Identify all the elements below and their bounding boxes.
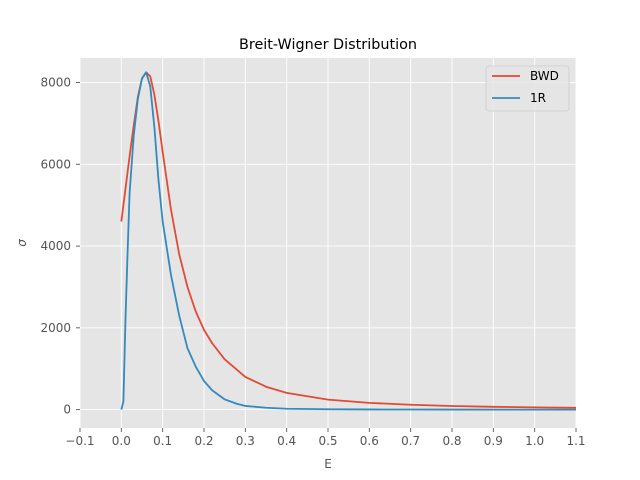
y-axis-ticks: 0 2000 4000 6000 8000 — [40, 76, 80, 417]
x-tick-label: −0.1 — [65, 434, 94, 448]
x-tick-label: 1.1 — [566, 434, 585, 448]
y-tick-label: 0 — [63, 403, 71, 417]
y-axis-label: σ — [15, 239, 29, 247]
y-tick-label: 6000 — [40, 157, 71, 171]
x-tick-label: 0.3 — [236, 434, 255, 448]
series-layer — [120, 71, 577, 411]
x-tick-label: 0.6 — [360, 434, 379, 448]
chart-title: Breit-Wigner Distribution — [239, 37, 417, 53]
legend-label-1r: 1R — [530, 91, 546, 105]
series-line-1r — [120, 71, 576, 411]
x-tick-label: 0.5 — [318, 434, 337, 448]
x-tick-label: 0.8 — [442, 434, 461, 448]
grid-lines — [79, 58, 577, 428]
x-tick-label: 0.2 — [194, 434, 213, 448]
x-tick-label: 0.0 — [112, 434, 131, 448]
x-tick-label: 0.7 — [401, 434, 420, 448]
x-tick-label: 0.9 — [484, 434, 503, 448]
legend-label-bwd: BWD — [530, 69, 559, 83]
x-tick-label: 0.1 — [153, 434, 172, 448]
x-axis-ticks: −0.1 0.0 0.1 0.2 0.3 0.4 0.5 0.6 0.7 0.8 0.9 1.0 1.1 — [65, 428, 586, 448]
legend-box — [485, 65, 570, 112]
y-tick-label: 4000 — [40, 239, 71, 253]
y-tick-label: 2000 — [40, 321, 71, 335]
x-tick-label: 0.4 — [277, 434, 296, 448]
y-tick-label: 8000 — [40, 76, 71, 90]
x-tick-label: 1.0 — [525, 434, 544, 448]
x-axis-label: E — [324, 457, 332, 471]
legend: BWD 1R — [485, 65, 570, 112]
